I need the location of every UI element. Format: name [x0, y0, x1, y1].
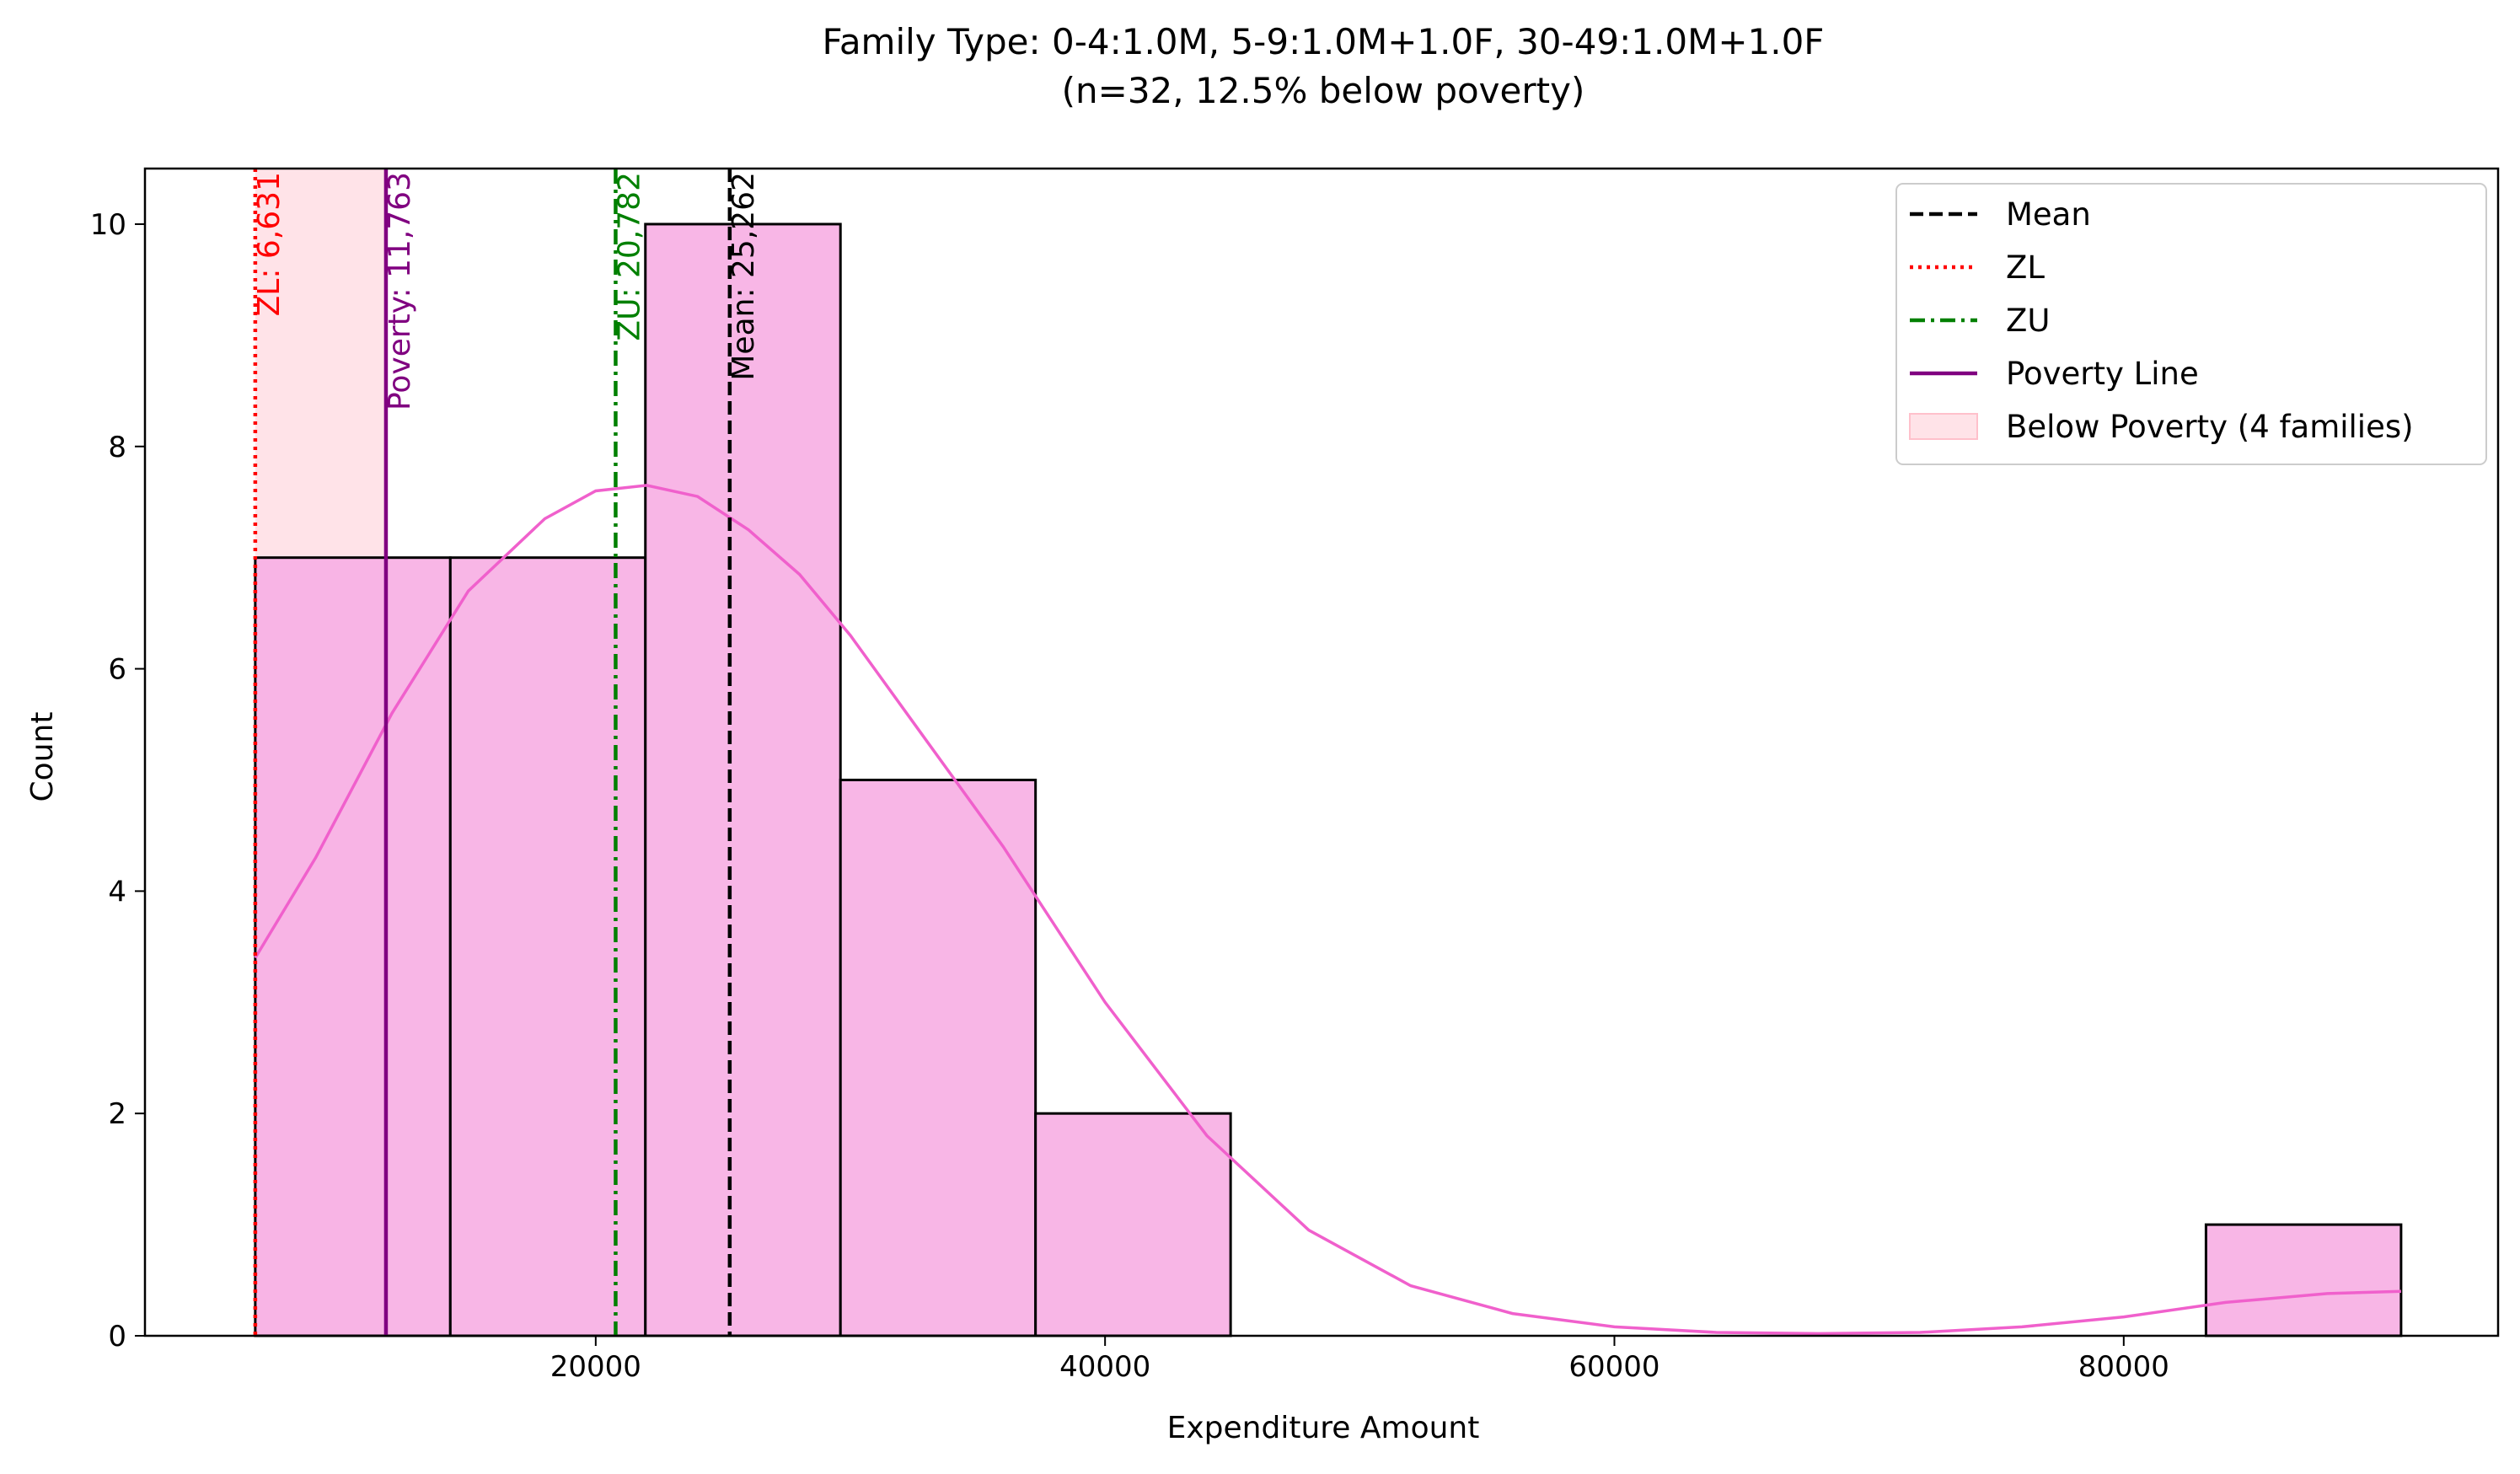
y-tick-label: 10 — [90, 208, 126, 242]
legend-label-zu: ZU — [2006, 303, 2050, 339]
legend-box — [1895, 183, 2487, 465]
y-tick-label: 0 — [108, 1320, 126, 1353]
y-tick-label: 2 — [108, 1097, 126, 1131]
legend-label-mean: Mean — [2006, 196, 2091, 233]
histogram-bar-4 — [1034, 1112, 1232, 1337]
x-tick-label: 60000 — [1568, 1350, 1659, 1384]
y-tick-label: 4 — [108, 875, 126, 909]
zu-label: ZU: 20,782 — [612, 172, 646, 341]
legend-label-poverty-line: Poverty Line — [2006, 356, 2199, 392]
histogram-bar-0 — [254, 556, 452, 1337]
legend-swatch-below-poverty-4-families — [1909, 413, 1978, 440]
y-tick-label: 6 — [108, 653, 126, 687]
histogram-bar-2 — [644, 222, 842, 1337]
plot-frame — [143, 167, 2500, 1337]
chart-subtitle: (n=32, 12.5% below poverty) — [1062, 70, 1585, 111]
chart-title: Family Type: 0-4:1.0M, 5-9:1.0M+1.0F, 30… — [823, 21, 1825, 62]
legend-label-below-poverty-4-families: Below Poverty (4 families) — [2006, 409, 2414, 445]
y-axis-label: Count — [25, 712, 60, 802]
x-tick-label: 80000 — [2078, 1350, 2169, 1384]
x-tick-label: 20000 — [550, 1350, 641, 1384]
kde-curve — [254, 484, 2401, 1336]
poverty-line-label: Poverty: 11,763 — [383, 172, 417, 410]
legend-label-zl: ZL — [2006, 249, 2045, 286]
mean-label: Mean: 25,262 — [727, 172, 761, 381]
x-tick-label: 40000 — [1059, 1350, 1150, 1384]
histogram-bar-3 — [839, 778, 1037, 1337]
histogram-bar-1 — [448, 556, 647, 1337]
x-axis-label: Expenditure Amount — [1167, 1411, 1480, 1445]
y-tick-label: 8 — [108, 431, 126, 464]
zl-label: ZL: 6,631 — [252, 172, 287, 316]
histogram-bar-10 — [2204, 1223, 2403, 1337]
